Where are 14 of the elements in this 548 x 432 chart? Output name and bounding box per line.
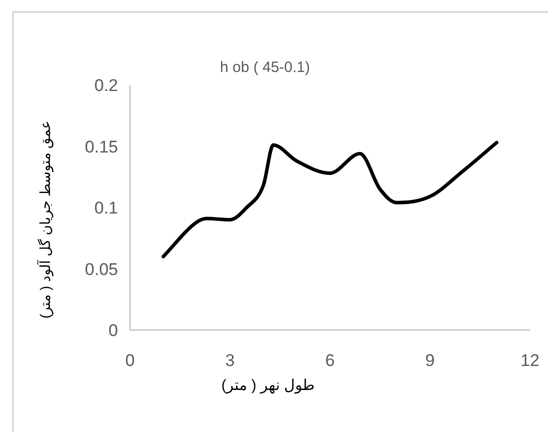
x-tick-label: 9: [425, 351, 435, 370]
line-series: [162, 140, 498, 258]
x-tick-label: 6: [325, 351, 335, 370]
y-tick-label: 0.2: [94, 76, 118, 95]
y-axis-title: عمق متوسط جریان گل آلود ( متر): [36, 120, 54, 318]
y-tick-label: 0.1: [94, 198, 118, 218]
chart-title: h ob ( 45-0.1): [220, 59, 310, 76]
y-tick-label: 0.05: [84, 260, 118, 279]
x-tick-label: 0: [125, 351, 135, 370]
y-tick-label: 0: [108, 321, 118, 340]
x-axis-title: طول نهر ( متر): [221, 377, 315, 394]
y-tick-label: 0.15: [84, 137, 118, 156]
x-tick-label: 3: [225, 351, 235, 370]
x-tick-label: 12: [520, 351, 540, 370]
